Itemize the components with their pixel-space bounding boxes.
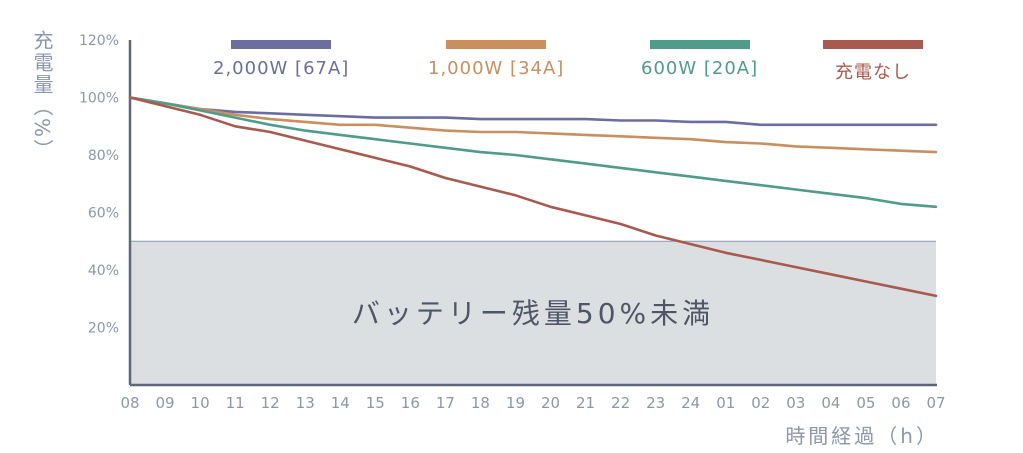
x-tick-label: 10 <box>191 394 210 412</box>
x-tick-label: 03 <box>786 394 805 412</box>
series-line-3 <box>128 96 938 298</box>
x-tick-label: 06 <box>891 394 910 412</box>
y-tick-label: 120% <box>79 33 119 49</box>
y-tick-label: 20% <box>88 321 119 337</box>
threshold-zone <box>130 241 936 385</box>
x-tick-label: 09 <box>155 394 174 412</box>
x-tick-label: 22 <box>611 394 630 412</box>
x-tick-label: 07 <box>926 394 945 412</box>
x-tick-label: 20 <box>541 394 560 412</box>
threshold-label: バッテリー残量50%未満 <box>351 297 715 330</box>
y-tick-label: 100% <box>79 91 119 107</box>
y-tick-label: 60% <box>88 206 119 222</box>
legend-item-no-charge: 充電なし <box>823 40 923 84</box>
y-tick-label: 80% <box>88 148 119 164</box>
series-line-2 <box>128 96 938 209</box>
legend-item-600w: 600W [20A] <box>641 40 758 79</box>
legend-label: 2,000W [67A] <box>213 58 350 79</box>
x-tick-label: 17 <box>436 394 455 412</box>
x-tick-label: 01 <box>716 394 735 412</box>
x-tick-label: 11 <box>226 394 245 412</box>
x-tick-label: 14 <box>331 394 350 412</box>
series-line-0 <box>128 96 938 127</box>
legend-swatch <box>446 40 547 49</box>
series-line-1 <box>128 96 938 154</box>
legend-label: 600W [20A] <box>641 58 759 79</box>
legend-swatch <box>649 40 750 49</box>
x-tick-label: 16 <box>401 394 420 412</box>
legend-label: 1,000W [34A] <box>428 58 565 79</box>
legend-item-1000w: 1,000W [34A] <box>428 40 564 79</box>
legend-item-2000w: 2,000W [67A] <box>213 40 349 79</box>
x-tick-label: 04 <box>821 394 840 412</box>
y-tick-label: 40% <box>88 263 119 279</box>
x-tick-label: 19 <box>506 394 525 412</box>
legend-swatch <box>823 40 923 49</box>
x-tick-label: 21 <box>576 394 595 412</box>
x-tick-label: 02 <box>751 394 770 412</box>
x-tick-label: 13 <box>296 394 315 412</box>
legend-swatch <box>231 40 332 49</box>
x-tick-label: 05 <box>856 394 875 412</box>
x-axis-label: 時間経過（h） <box>785 424 939 448</box>
x-tick-label: 12 <box>261 394 280 412</box>
y-axis-label: 充電量（%） <box>30 30 54 162</box>
x-tick-label: 24 <box>681 394 700 412</box>
x-tick-label: 18 <box>471 394 490 412</box>
x-tick-label: 08 <box>120 394 139 412</box>
x-tick-label: 15 <box>366 394 385 412</box>
x-tick-label: 23 <box>646 394 665 412</box>
legend-label: 充電なし <box>835 62 911 83</box>
